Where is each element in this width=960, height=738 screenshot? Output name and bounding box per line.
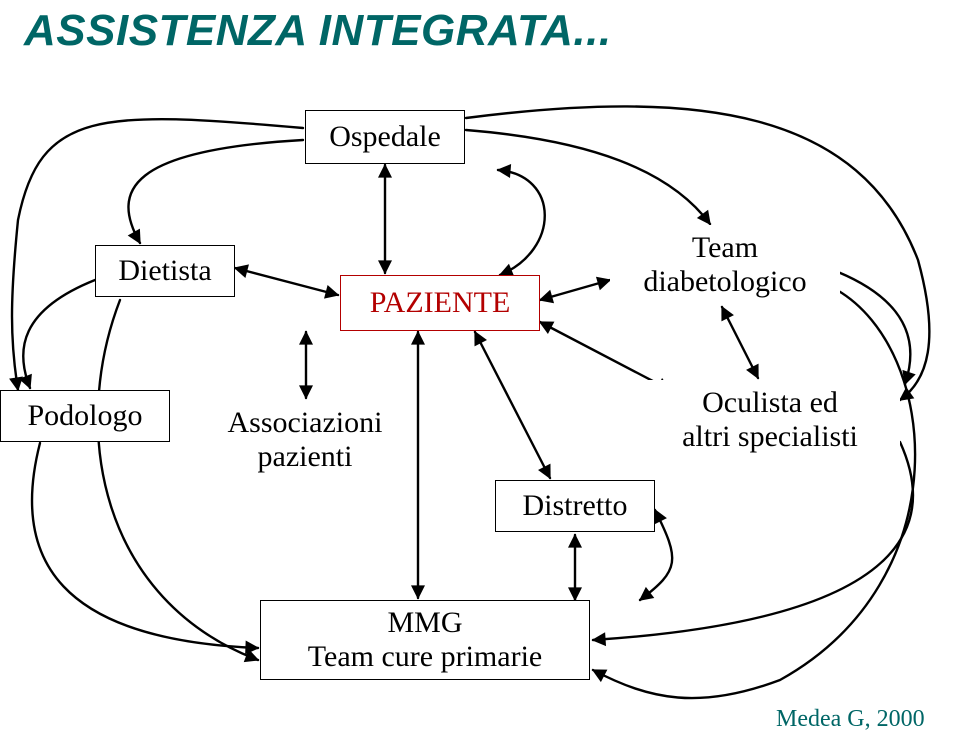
node-label: Podologo xyxy=(27,399,142,434)
node-label: Distretto xyxy=(523,489,628,524)
node-dietista: Dietista xyxy=(95,245,235,297)
node-label: Teamdiabetologico xyxy=(643,231,806,300)
edge xyxy=(838,272,910,384)
node-paziente: PAZIENTE xyxy=(340,275,540,331)
edge xyxy=(722,307,758,378)
node-associazioni-pazienti: Associazionipazienti xyxy=(195,400,415,480)
page-title: ASSISTENZA INTEGRATA... xyxy=(24,6,612,56)
edge xyxy=(475,332,550,478)
edge xyxy=(23,280,95,388)
edge xyxy=(128,140,303,243)
edge xyxy=(498,170,545,275)
diagram-stage: ASSISTENZA INTEGRATA... Ospedale Dietist… xyxy=(0,0,960,738)
node-label: MMGTeam cure primarie xyxy=(308,606,542,675)
node-label: Dietista xyxy=(118,254,211,289)
edge xyxy=(593,442,913,640)
node-podologo: Podologo xyxy=(0,390,170,442)
node-label: PAZIENTE xyxy=(370,286,511,321)
edge xyxy=(540,280,610,300)
edge xyxy=(235,268,338,295)
node-label: Ospedale xyxy=(329,120,441,155)
node-oculista-specialisti: Oculista edaltri specialisti xyxy=(640,380,900,460)
node-mmg-cure-primarie: MMGTeam cure primarie xyxy=(260,600,590,680)
edge xyxy=(466,130,710,224)
node-distretto: Distretto xyxy=(495,480,655,532)
node-team-diabetologico: Teamdiabetologico xyxy=(610,225,840,305)
edge xyxy=(98,300,258,660)
node-label: Oculista edaltri specialisti xyxy=(682,386,858,455)
node-ospedale: Ospedale xyxy=(305,110,465,164)
citation-text: Medea G, 2000 xyxy=(776,706,925,733)
node-label: Associazionipazienti xyxy=(228,406,383,475)
